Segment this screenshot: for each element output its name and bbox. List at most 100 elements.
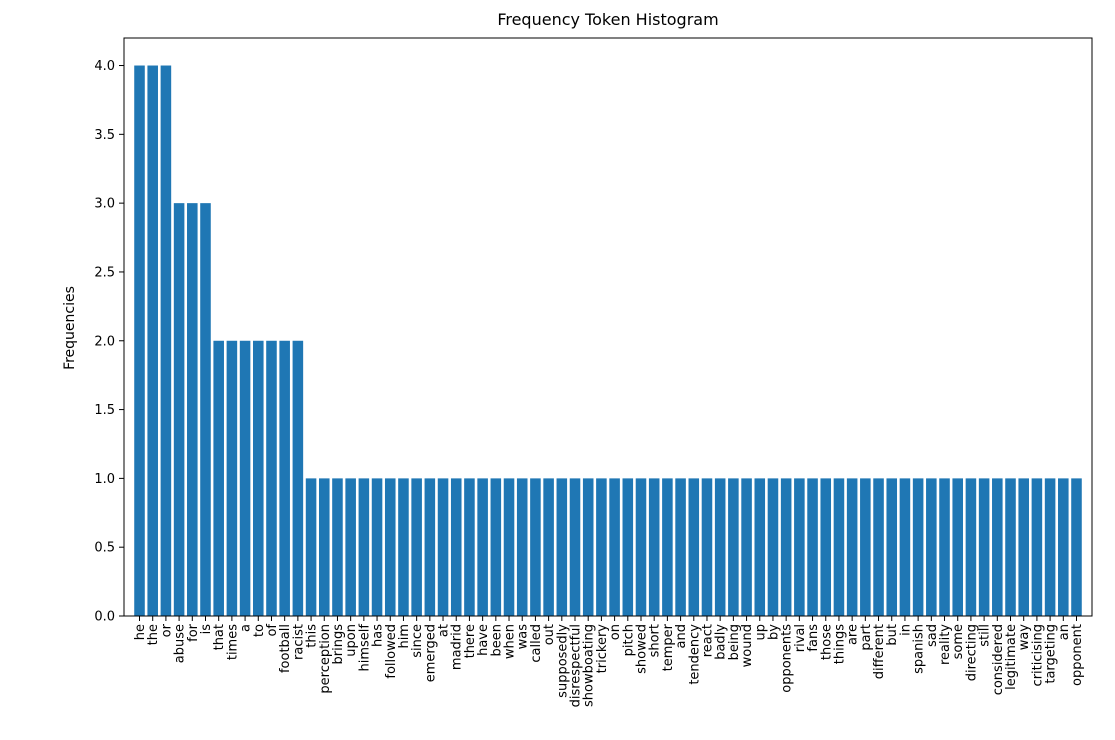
bar-showed: [635, 478, 647, 616]
x-tick-label: out: [542, 624, 557, 645]
bar-he: [134, 65, 145, 616]
x-tick-label: called: [529, 624, 544, 663]
x-tick-label: but: [885, 624, 900, 646]
bar-upon: [345, 478, 356, 616]
x-tick-label: this: [305, 624, 320, 648]
bar-disrespectful: [569, 478, 581, 616]
bar-opponent: [1071, 478, 1082, 616]
x-tick-label: upon: [344, 624, 359, 657]
y-tick-label: 3.0: [94, 197, 115, 212]
x-tick-label: and: [674, 624, 689, 648]
y-tick-label: 3.5: [94, 128, 115, 143]
x-tick-label: a: [239, 624, 254, 632]
y-tick-label: 2.0: [94, 334, 115, 349]
bar-directing: [965, 478, 977, 616]
bar-but: [886, 478, 898, 616]
bar-things: [833, 478, 845, 616]
y-tick-label: 1.0: [94, 472, 115, 487]
bar-react: [701, 478, 713, 616]
bar-temper: [662, 478, 673, 616]
y-tick-label: 1.5: [94, 403, 115, 418]
bar-have: [477, 478, 488, 616]
x-axis-ticks: hetheorabuseforisthattimesatooffootballr…: [133, 616, 1085, 707]
x-tick-label: when: [503, 624, 518, 659]
x-tick-label: part: [859, 624, 874, 651]
x-tick-label: madrid: [450, 624, 465, 670]
y-tick-label: 0.0: [94, 610, 115, 625]
x-tick-label: short: [648, 624, 663, 657]
x-tick-label: still: [978, 624, 993, 647]
bar-the: [147, 65, 158, 616]
x-tick-label: by: [766, 624, 781, 640]
bar-madrid: [450, 478, 462, 616]
bar-racist: [292, 340, 304, 616]
x-tick-label: those: [819, 624, 834, 660]
x-tick-label: he: [133, 624, 148, 640]
x-tick-label: are: [846, 624, 861, 645]
bar-targeting: [1044, 478, 1056, 616]
x-tick-label: of: [265, 624, 280, 637]
bar-some: [952, 478, 963, 616]
bar-followed: [384, 478, 396, 616]
y-tick-label: 4.0: [94, 59, 115, 74]
bar-still: [978, 478, 990, 616]
x-tick-label: directing: [964, 624, 979, 681]
bar-rival: [794, 478, 805, 616]
x-tick-label: up: [753, 624, 768, 641]
x-tick-label: him: [397, 624, 412, 649]
bar-trickery: [596, 478, 607, 616]
x-tick-label: different: [872, 624, 887, 679]
x-tick-label: react: [700, 624, 715, 657]
bar-part: [860, 478, 871, 616]
bar-this: [305, 478, 317, 616]
bar-by: [767, 478, 779, 616]
bar-since: [411, 478, 422, 616]
bar-wound: [741, 478, 752, 616]
x-tick-label: the: [146, 624, 161, 645]
bar-opponents: [780, 478, 792, 616]
bars-group: [134, 65, 1082, 616]
x-tick-label: showed: [634, 624, 649, 674]
bar-in: [899, 478, 911, 616]
bar-short: [648, 478, 660, 616]
bar-or: [160, 65, 172, 616]
x-tick-label: since: [410, 624, 425, 658]
bar-to: [253, 340, 264, 616]
y-axis-ticks: 0.0 0.5 1.0 1.5 2.0 2.5 3.0 3.5 4.0: [94, 59, 124, 625]
bar-up: [754, 478, 766, 616]
x-tick-label: pitch: [621, 624, 636, 656]
x-tick-label: fans: [806, 624, 821, 652]
x-tick-label: things: [832, 624, 847, 664]
bar-has: [371, 478, 383, 616]
bar-supposedly: [556, 478, 568, 616]
x-tick-label: was: [516, 624, 531, 650]
y-axis-label: Frequencies: [62, 286, 78, 370]
x-tick-label: considered: [991, 624, 1006, 695]
bar-sad: [926, 478, 937, 616]
bar-being: [728, 478, 739, 616]
x-tick-label: supposedly: [555, 624, 570, 698]
x-tick-label: some: [951, 624, 966, 659]
x-tick-label: spanish: [912, 624, 927, 674]
bar-football: [279, 340, 290, 616]
x-tick-label: in: [898, 624, 913, 636]
x-tick-label: times: [225, 624, 240, 660]
x-tick-label: disrespectful: [569, 624, 584, 707]
x-tick-label: being: [727, 624, 742, 660]
bar-there: [464, 478, 475, 616]
x-tick-label: abuse: [173, 624, 188, 663]
bar-tendency: [688, 478, 700, 616]
bar-emerged: [424, 478, 436, 616]
x-tick-label: badly: [714, 624, 729, 660]
bar-called: [530, 478, 541, 616]
x-tick-label: emerged: [423, 624, 438, 682]
bar-when: [503, 478, 515, 616]
x-tick-label: racist: [291, 624, 306, 660]
bar-showboating: [582, 478, 594, 616]
x-tick-label: way: [1017, 624, 1032, 651]
bar-him: [398, 478, 409, 616]
x-tick-label: at: [437, 624, 452, 637]
x-tick-label: sad: [925, 624, 940, 647]
bar-pitch: [622, 478, 634, 616]
